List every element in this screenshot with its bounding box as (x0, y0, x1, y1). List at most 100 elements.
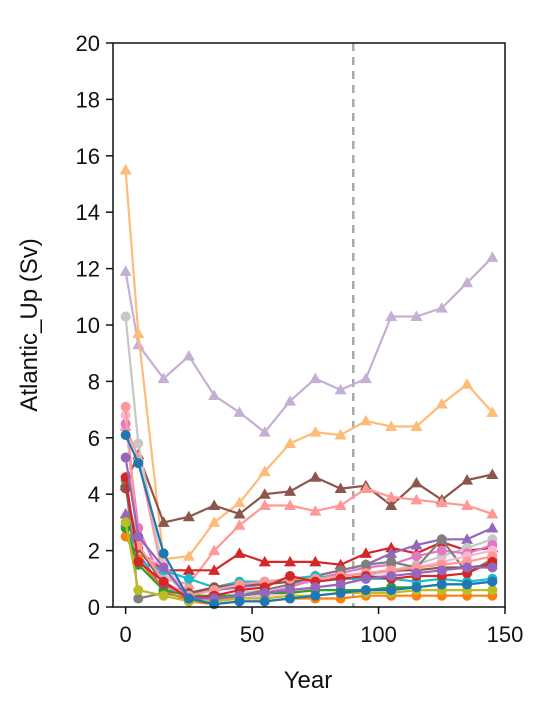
y-tick-label: 4 (88, 482, 100, 507)
data-point (157, 372, 170, 384)
data-point (183, 573, 194, 584)
y-tick-label: 14 (76, 200, 100, 225)
data-point (284, 485, 297, 496)
plot-frame (112, 42, 506, 608)
data-point (233, 547, 246, 558)
x-tick-label: 0 (120, 622, 132, 647)
data-point (335, 587, 346, 598)
data-point (360, 585, 371, 596)
data-point (233, 519, 246, 530)
data-point (359, 372, 372, 384)
data-point (233, 496, 246, 508)
data-point (486, 251, 499, 262)
data-point (385, 541, 398, 553)
data-point (334, 383, 347, 395)
x-tick-label: 100 (360, 622, 397, 647)
data-point (233, 507, 246, 519)
data-point (182, 564, 195, 575)
data-point (461, 378, 474, 389)
y-tick-label: 2 (88, 539, 100, 564)
data-point (120, 517, 131, 528)
series-line (124, 457, 493, 600)
data-point (120, 429, 131, 440)
data-point (158, 562, 169, 573)
data-point (461, 533, 474, 544)
data-point (436, 545, 447, 556)
data-point (133, 556, 144, 567)
data-point (334, 482, 347, 494)
data-point (120, 452, 131, 463)
series-line (124, 535, 493, 606)
data-point (461, 499, 474, 510)
data-point (309, 471, 322, 482)
data-point (410, 310, 423, 322)
series-1 (119, 251, 499, 437)
data-point (285, 585, 296, 596)
data-point (435, 496, 448, 508)
data-point (119, 265, 132, 276)
data-point (461, 474, 474, 485)
data-point (119, 163, 132, 175)
data-point (258, 555, 271, 567)
data-point (486, 507, 499, 519)
series-line (124, 415, 493, 603)
data-point (309, 372, 322, 384)
series-line (124, 485, 493, 572)
data-point (132, 327, 145, 338)
data-point (435, 397, 448, 409)
data-point (309, 555, 322, 567)
y-tick-label: 10 (76, 313, 100, 338)
y-tick-label: 6 (88, 426, 100, 451)
series-line (124, 522, 493, 603)
data-point (183, 593, 194, 604)
data-point (258, 488, 271, 499)
data-point (385, 420, 398, 432)
data-point (487, 585, 498, 596)
y-tick-label: 8 (88, 369, 100, 394)
data-point (133, 531, 144, 542)
data-point (486, 406, 499, 417)
y-tick-label: 20 (76, 31, 100, 56)
data-point (386, 556, 397, 567)
data-point (284, 395, 297, 406)
data-point (158, 576, 169, 587)
data-point (385, 310, 398, 322)
data-point (258, 426, 271, 437)
data-point (157, 516, 170, 527)
data-point (233, 406, 246, 417)
y-axis-label: Atlantic_Up (Sv) (16, 238, 43, 411)
y-tick-label: 0 (88, 595, 100, 620)
data-point (208, 499, 221, 510)
data-point (386, 585, 397, 596)
series-line (124, 169, 494, 561)
data-point (158, 548, 169, 559)
data-point (410, 538, 423, 550)
data-point (208, 564, 221, 575)
data-point (334, 428, 347, 440)
data-point (182, 350, 195, 361)
data-point (310, 582, 321, 593)
data-point (120, 311, 131, 322)
data-point (461, 276, 474, 288)
axes: 0 2 4 6 8 10 12 14 16 18 20 0 50 100 150 (76, 31, 524, 647)
data-point (359, 414, 372, 426)
data-point (410, 493, 423, 505)
x-tick-label: 50 (240, 622, 264, 647)
data-point (410, 476, 423, 488)
data-point (208, 544, 221, 556)
data-point (182, 510, 195, 522)
data-point (359, 547, 372, 558)
data-point (360, 559, 371, 570)
data-point (133, 438, 144, 449)
data-point (133, 458, 144, 469)
data-point (182, 550, 195, 561)
data-point (285, 593, 296, 604)
data-point (436, 565, 447, 576)
data-point (284, 555, 297, 567)
data-point (411, 551, 422, 562)
data-point (386, 570, 397, 581)
series-line (124, 434, 493, 606)
data-point (462, 579, 473, 590)
x-axis-label: Year (284, 667, 333, 694)
